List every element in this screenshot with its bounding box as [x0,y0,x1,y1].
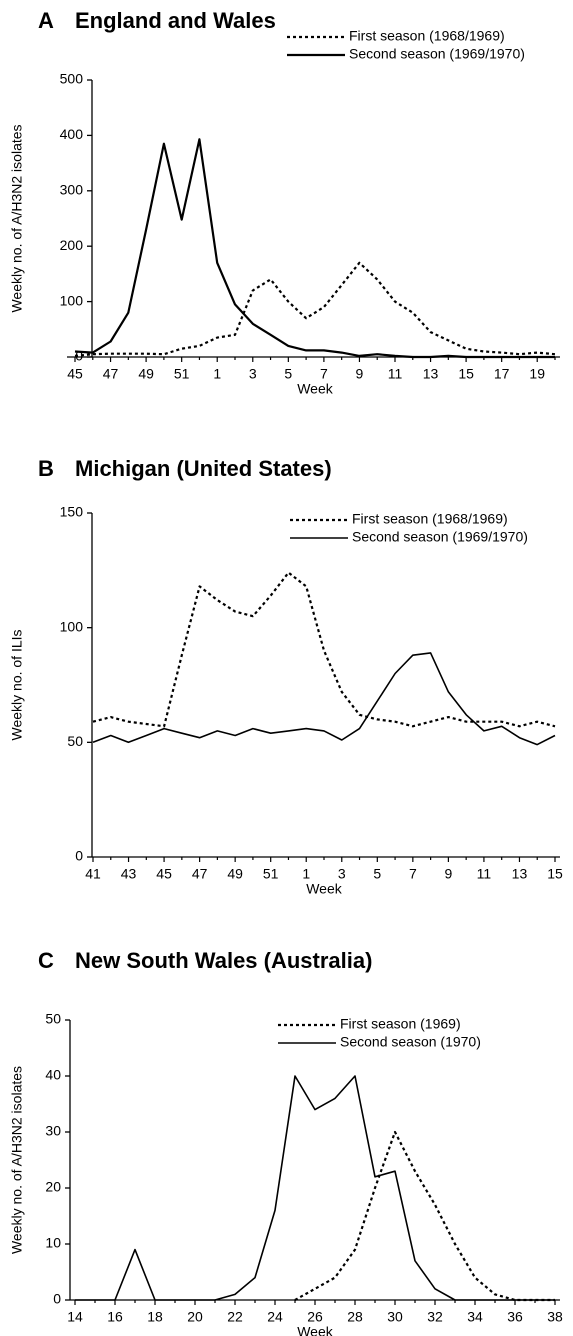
y-tick-label: 0 [75,348,83,364]
x-tick-label: 38 [547,1309,563,1325]
y-tick-label: 100 [60,292,84,308]
x-tick-label: 15 [547,866,563,882]
x-tick-label: 13 [423,366,439,382]
x-tick-label: 22 [227,1309,243,1325]
x-tick-label: 14 [67,1309,83,1325]
x-tick-label: 20 [187,1309,203,1325]
y-axis-label: Weekly no. of ILIs [9,629,25,740]
y-tick-label: 100 [60,618,84,634]
x-tick-label: 47 [103,366,119,382]
x-tick-label: 36 [507,1309,523,1325]
data-line [294,1130,555,1302]
x-tick-label: 34 [467,1309,483,1325]
legend-label: Second season (1969/1970) [349,46,525,62]
x-tick-label: 51 [263,866,279,882]
x-tick-label: 51 [174,366,190,382]
x-tick-label: 16 [107,1309,123,1325]
y-tick-label: 40 [45,1067,61,1083]
x-tick-label: 32 [427,1309,443,1325]
x-tick-label: 7 [409,866,417,882]
x-tick-label: 3 [249,366,257,382]
x-tick-label: 49 [227,866,243,882]
x-tick-label: 9 [444,866,452,882]
y-tick-label: 30 [45,1123,61,1139]
panel-letter: B [38,456,54,481]
x-tick-label: 41 [85,866,101,882]
x-axis-label: Week [297,1324,334,1336]
x-tick-label: 9 [356,366,364,382]
y-tick-label: 0 [53,1291,61,1307]
data-line [92,652,556,746]
x-tick-label: 30 [387,1309,403,1325]
x-tick-label: 47 [192,866,208,882]
data-line [92,571,556,728]
x-tick-label: 28 [347,1309,363,1325]
x-tick-label: 19 [529,366,545,382]
chart-title: Michigan (United States) [75,456,332,481]
x-tick-label: 26 [307,1309,323,1325]
y-tick-label: 50 [45,1011,61,1027]
x-axis-label: Week [306,881,343,897]
y-tick-label: 0 [75,848,83,864]
y-tick-label: 200 [60,237,84,253]
legend-label: Second season (1970) [340,1034,481,1050]
x-tick-label: 7 [320,366,328,382]
legend-label: First season (1968/1969) [349,28,505,44]
x-tick-label: 11 [388,366,403,382]
legend-label: First season (1968/1969) [352,511,508,527]
x-tick-label: 1 [302,866,310,882]
x-tick-label: 5 [284,366,292,382]
data-line [75,1075,555,1301]
chart-title: England and Wales [75,8,276,33]
y-axis-label: Weekly no. of A/H3N2 isolates [9,124,25,312]
y-tick-label: 10 [45,1235,61,1251]
panel-letter: C [38,948,54,973]
x-tick-label: 45 [67,366,83,382]
y-tick-label: 400 [60,126,84,142]
x-tick-label: 24 [267,1309,283,1325]
x-tick-label: 15 [458,366,474,382]
legend-label: First season (1969) [340,1016,461,1032]
data-line [74,261,556,357]
panel-letter: A [38,8,54,33]
data-line [74,138,555,359]
y-tick-label: 150 [60,504,84,520]
x-tick-label: 13 [512,866,528,882]
x-tick-label: 45 [156,866,172,882]
y-tick-label: 50 [67,733,83,749]
x-tick-label: 18 [147,1309,163,1325]
x-tick-label: 1 [213,366,221,382]
x-tick-label: 49 [138,366,154,382]
x-tick-label: 17 [494,366,510,382]
chart-title: New South Wales (Australia) [75,948,372,973]
legend-label: Second season (1969/1970) [352,529,528,545]
y-tick-label: 300 [60,182,84,198]
x-tick-label: 11 [477,866,492,882]
x-tick-label: 5 [373,866,381,882]
y-tick-label: 500 [60,71,84,87]
y-tick-label: 20 [45,1179,61,1195]
y-axis-label: Weekly no. of A/H3N2 isolates [9,1066,25,1254]
x-axis-label: Week [297,381,334,397]
x-tick-label: 43 [121,866,137,882]
x-tick-label: 3 [338,866,346,882]
